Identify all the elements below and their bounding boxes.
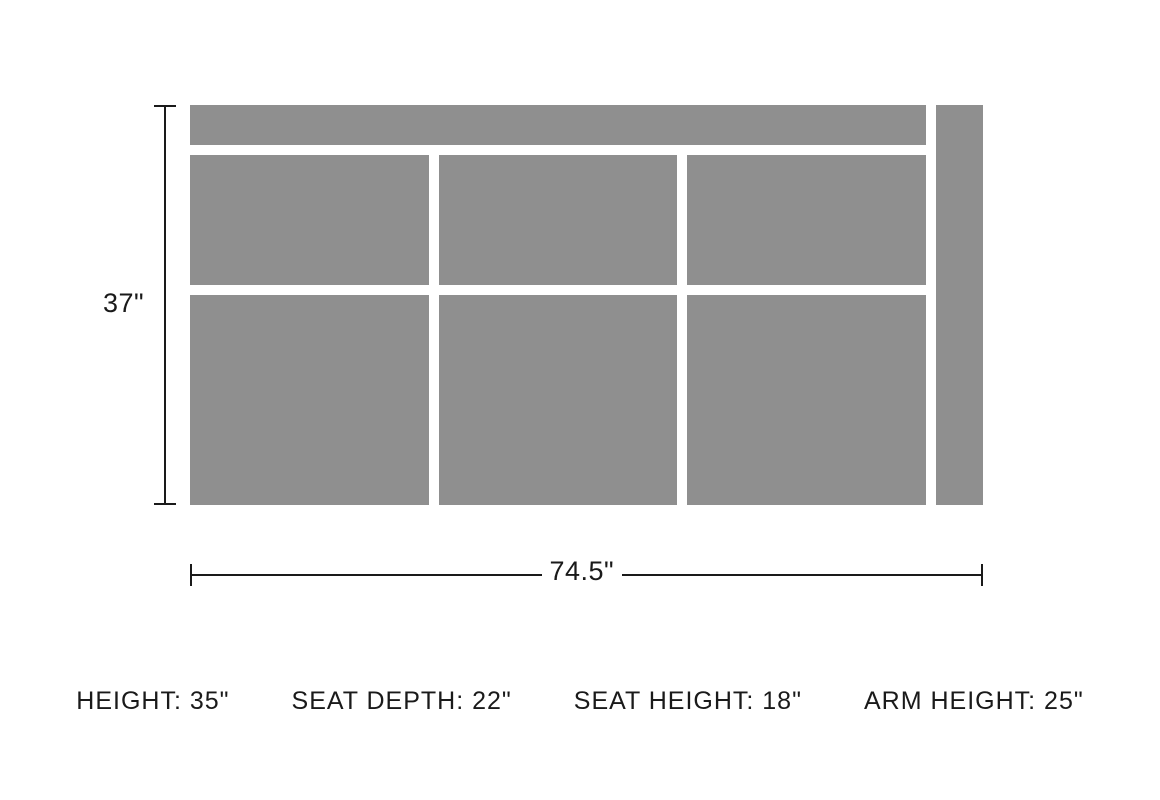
sofa-arm bbox=[936, 105, 983, 505]
width-dimension-label: 74.5" bbox=[542, 556, 623, 587]
diagram-canvas: 37" 74.5" HEIGHT: 35" SEAT DEPTH: 22" SE… bbox=[0, 0, 1160, 800]
spec-seat-depth: SEAT DEPTH: 22" bbox=[292, 687, 512, 716]
specs-row: HEIGHT: 35" SEAT DEPTH: 22" SEAT HEIGHT:… bbox=[0, 687, 1160, 716]
sofa-seat-cushion bbox=[687, 295, 926, 505]
sofa-back-cushion bbox=[190, 155, 429, 285]
sofa-top-band bbox=[190, 105, 926, 145]
sofa-seat-cushion bbox=[190, 295, 429, 505]
sofa-back-cushion bbox=[687, 155, 926, 285]
spec-arm-height: ARM HEIGHT: 25" bbox=[864, 687, 1084, 716]
sofa-back-cushion bbox=[439, 155, 678, 285]
height-dimension-label: 37" bbox=[95, 288, 152, 319]
sofa-seat-cushion bbox=[439, 295, 678, 505]
spec-seat-height: SEAT HEIGHT: 18" bbox=[574, 687, 802, 716]
spec-height: HEIGHT: 35" bbox=[76, 687, 229, 716]
